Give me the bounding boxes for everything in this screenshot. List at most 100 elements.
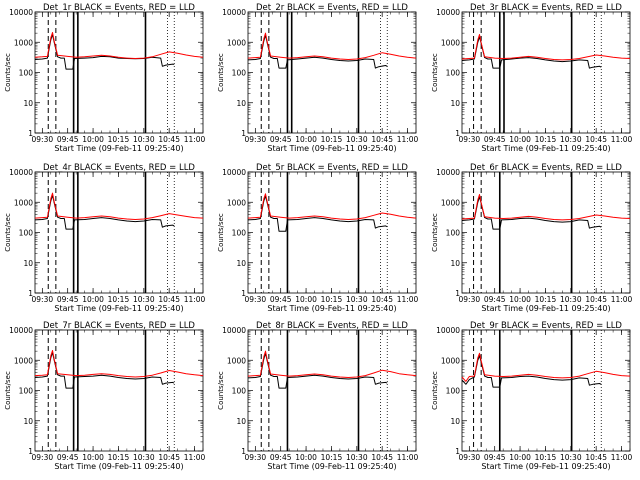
y-tick-label: 1 <box>241 129 246 138</box>
y-tick-label: 1 <box>28 447 33 456</box>
x-tick-label: 10:15 <box>321 135 343 144</box>
y-axis-label: Counts/sec <box>431 213 439 252</box>
y-tick-label: 1000 <box>227 356 246 365</box>
x-tick-label: 10:30 <box>346 135 368 144</box>
chart-panel: Det_6r BLACK = Events, RED = LLD 1 10 100 10… <box>431 163 633 313</box>
x-axis-label: Start Time (09-Feb-11 09:25:40) <box>481 144 610 153</box>
x-axis-label: Start Time (09-Feb-11 09:25:40) <box>54 144 183 153</box>
chart-title: Det_2r BLACK = Events, RED = LLD <box>256 3 408 13</box>
chart-title: Det_4r BLACK = Events, RED = LLD <box>43 163 195 173</box>
y-tick-label: 1000 <box>441 38 460 47</box>
y-tick-label: 10 <box>23 259 33 268</box>
chart-title: Det_6r BLACK = Events, RED = LLD <box>470 163 622 173</box>
y-tick-label: 100 <box>19 69 34 78</box>
x-tick-label: 11:00 <box>611 295 633 304</box>
x-tick-label: 09:30 <box>245 135 267 144</box>
x-tick-label: 11:00 <box>397 453 419 462</box>
y-tick-label: 1 <box>28 289 33 298</box>
y-tick-label: 100 <box>446 387 461 396</box>
x-tick-label: 10:45 <box>585 295 607 304</box>
y-tick-label: 10000 <box>9 8 33 17</box>
chart-title: Det_7r BLACK = Events, RED = LLD <box>43 321 195 331</box>
y-tick-label: 1 <box>455 289 460 298</box>
chart-panel: Det_5r BLACK = Events, RED = LLD 1 10 100 10… <box>217 163 419 313</box>
x-tick-label: 10:45 <box>158 135 180 144</box>
plot-frame <box>34 329 204 452</box>
x-tick-label: 10:30 <box>346 295 368 304</box>
chart-title: Det_9r BLACK = Events, RED = LLD <box>470 321 622 331</box>
x-tick-label: 10:00 <box>509 135 531 144</box>
series-line-lld <box>247 350 417 378</box>
x-tick-label: 09:45 <box>484 453 506 462</box>
y-tick-label: 10 <box>450 259 460 268</box>
x-tick-label: 10:15 <box>108 295 130 304</box>
x-tick-label: 09:45 <box>270 135 292 144</box>
x-tick-label: 09:45 <box>57 295 79 304</box>
x-tick-label: 09:30 <box>459 295 481 304</box>
y-tick-label: 1000 <box>14 38 33 47</box>
x-tick-label: 09:30 <box>245 453 267 462</box>
x-tick-label: 10:00 <box>82 295 104 304</box>
y-tick-label: 10 <box>450 417 460 426</box>
plot-frame <box>34 171 204 294</box>
chart-panel: Det_4r BLACK = Events, RED = LLD 1 10 100 10… <box>4 163 206 313</box>
series-line-lld <box>461 352 631 382</box>
x-tick-label: 10:45 <box>158 295 180 304</box>
chart-title: Det_3r BLACK = Events, RED = LLD <box>470 3 622 13</box>
x-tick-label: 10:30 <box>560 453 582 462</box>
x-tick-label: 10:45 <box>371 135 393 144</box>
y-tick-label: 10 <box>23 99 33 108</box>
x-tick-label: 10:00 <box>509 453 531 462</box>
plot-frame <box>461 171 631 294</box>
x-tick-label: 10:15 <box>535 453 557 462</box>
y-tick-label: 1000 <box>441 356 460 365</box>
y-axis-label: Counts/sec <box>431 53 439 92</box>
x-tick-label: 10:30 <box>346 453 368 462</box>
x-tick-label: 10:00 <box>295 295 317 304</box>
y-tick-label: 1000 <box>441 198 460 207</box>
x-axis-label: Start Time (09-Feb-11 09:25:40) <box>267 144 396 153</box>
series-line-events <box>461 36 602 69</box>
y-axis-label: Counts/sec <box>4 213 12 252</box>
y-tick-label: 1 <box>28 129 33 138</box>
x-tick-label: 10:30 <box>560 295 582 304</box>
series-line-lld <box>461 34 631 61</box>
x-tick-label: 09:30 <box>459 453 481 462</box>
x-tick-label: 09:30 <box>245 295 267 304</box>
series-line-events <box>461 355 602 388</box>
chart-panel: Det_3r BLACK = Events, RED = LLD 1 10 100 10… <box>431 3 633 153</box>
y-tick-label: 10000 <box>436 8 460 17</box>
plot-frame <box>247 171 417 294</box>
y-tick-label: 10 <box>236 99 246 108</box>
y-tick-label: 10000 <box>9 168 33 177</box>
y-tick-label: 10 <box>236 417 246 426</box>
x-tick-label: 10:45 <box>158 453 180 462</box>
x-tick-label: 09:45 <box>484 295 506 304</box>
y-axis-label: Counts/sec <box>217 371 225 410</box>
plot-frame <box>247 11 417 134</box>
x-tick-label: 09:45 <box>270 295 292 304</box>
y-tick-label: 1000 <box>227 198 246 207</box>
y-tick-label: 1000 <box>14 198 33 207</box>
y-tick-label: 100 <box>232 387 247 396</box>
chart-panel: Det_1r BLACK = Events, RED = LLD 1 10 100 10… <box>4 3 206 153</box>
x-tick-label: 10:15 <box>321 453 343 462</box>
x-tick-label: 09:30 <box>32 295 54 304</box>
y-tick-label: 100 <box>19 229 34 238</box>
chart-panel: Det_7r BLACK = Events, RED = LLD 1 10 100 10… <box>4 321 206 471</box>
y-tick-label: 10 <box>450 99 460 108</box>
x-tick-label: 09:30 <box>32 453 54 462</box>
plot-frame <box>34 11 204 134</box>
x-tick-label: 11:00 <box>611 135 633 144</box>
series-line-lld <box>247 32 417 60</box>
series-line-lld <box>461 194 631 221</box>
x-tick-label: 10:15 <box>535 295 557 304</box>
y-tick-label: 10 <box>236 259 246 268</box>
x-axis-label: Start Time (09-Feb-11 09:25:40) <box>481 304 610 313</box>
x-tick-label: 10:00 <box>295 453 317 462</box>
x-tick-label: 10:30 <box>133 135 155 144</box>
y-tick-label: 10000 <box>222 326 246 335</box>
x-tick-label: 10:15 <box>321 295 343 304</box>
x-tick-label: 11:00 <box>611 453 633 462</box>
